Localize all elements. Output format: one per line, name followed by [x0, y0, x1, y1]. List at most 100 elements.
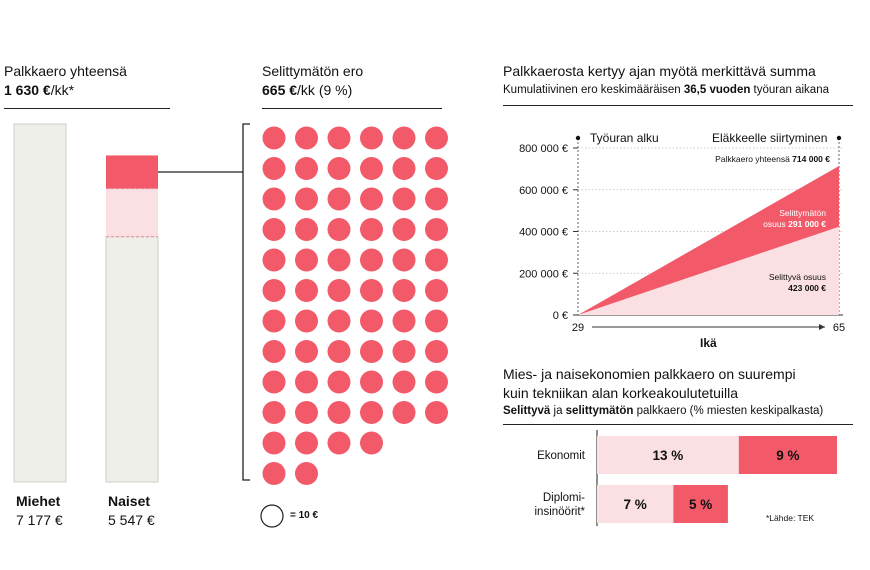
gap-dot	[262, 279, 286, 302]
unexplained-gap-amount-unit: /kk (9 %)	[297, 82, 353, 98]
gap-dot	[360, 126, 383, 150]
bar-value-label: 9 %	[776, 448, 799, 463]
gap-dot	[392, 126, 416, 150]
x-tick-label: 29	[572, 322, 584, 334]
y-tick-label: 600 000 €	[519, 185, 568, 197]
gap-dot	[392, 279, 416, 302]
gap-dot	[392, 187, 416, 211]
gap-dot	[262, 401, 286, 424]
gap-dot	[295, 340, 318, 363]
gap-dot	[295, 218, 318, 241]
explained-bar	[597, 436, 739, 474]
bar-label-miehet: Miehet	[16, 493, 61, 509]
y-tick-label: 0 €	[553, 310, 568, 322]
cumulative-area-chart: 0 € 200 000 € 400 000 € 600 000 € 800 000 € 2…	[519, 135, 845, 334]
gap-dot	[262, 462, 286, 485]
unexplained-gap-divider	[262, 108, 442, 109]
gap-dot	[392, 157, 416, 180]
gap-dot	[295, 370, 318, 394]
unexplained-gap-amount-value: 665 €	[262, 82, 298, 98]
category-label: Ekonomit	[537, 450, 586, 462]
total-annotation-label: Palkkaero yhteensä	[715, 154, 793, 164]
gap-dot	[327, 126, 351, 150]
gap-dot	[327, 309, 351, 333]
gap-dot	[327, 370, 351, 394]
gap-dot	[425, 218, 448, 241]
gap-dot	[425, 126, 448, 150]
x-axis-arrowhead	[819, 324, 825, 330]
gap-dot	[295, 462, 318, 485]
dots-bracket	[242, 123, 250, 481]
gap-dot	[360, 431, 383, 455]
comparison-divider	[503, 424, 853, 425]
gap-dot	[392, 309, 416, 333]
gap-dot	[327, 401, 351, 424]
comparison-title-line2: kuin tekniikan alan korkeakoulutetuilla	[503, 385, 739, 401]
cumulative-subtitle-years: 36,5 vuoden	[683, 84, 751, 96]
gap-dot	[327, 431, 351, 455]
comparison-subtitle-unexplained: selittymätön	[565, 405, 634, 417]
gap-dot	[262, 370, 286, 394]
unexplained-bar	[738, 436, 837, 474]
gap-dot	[262, 340, 286, 363]
gap-dot	[360, 187, 383, 211]
cumulative-subtitle: Kumulatiivinen ero keskimääräisen 36,5 v…	[503, 84, 829, 96]
retirement-label: Eläkkeelle siirtyminen	[712, 131, 828, 145]
unexplained-gap-amount: 665 €/kk (9 %)	[262, 81, 352, 99]
y-tick-label: 400 000 €	[519, 227, 568, 239]
bar-value-label: 7 %	[624, 497, 647, 512]
gap-dot	[360, 218, 383, 241]
unexplained-annotation: Selittymätön osuus 291 000 €	[726, 208, 826, 230]
gap-dot	[295, 401, 318, 424]
bar-value-label: 13 %	[653, 448, 684, 463]
dot-legend-circle	[260, 504, 284, 528]
bar-value-naiset: 5 547 €	[108, 512, 155, 528]
women-unexplained-gap-segment	[106, 155, 158, 189]
gap-dot	[360, 157, 383, 180]
gap-dot	[262, 309, 286, 333]
gap-dot	[327, 279, 351, 302]
total-gap-amount-unit: /kk*	[50, 82, 75, 98]
gap-dot	[327, 218, 351, 241]
source-note: *Lähde: TEK	[766, 513, 815, 523]
unexplained-annotation-value: 291 000 €	[788, 219, 826, 229]
gap-dot	[425, 187, 448, 211]
gap-dot	[262, 431, 286, 455]
total-annotation: Palkkaero yhteensä 714 000 €	[650, 154, 830, 164]
comparison-subtitle-post: palkkaero (% miesten keskipalkasta)	[633, 405, 824, 417]
bar-label-naiset: Naiset	[108, 493, 151, 509]
unexplained-annotation-label2: osuus	[763, 219, 789, 229]
gap-dot	[295, 279, 318, 302]
gap-dot	[262, 187, 286, 211]
gap-dot	[360, 340, 383, 363]
explained-annotation-value: 423 000 €	[788, 283, 826, 293]
gap-dot	[360, 309, 383, 333]
unexplained-bar	[673, 485, 728, 523]
gap-dot	[262, 157, 286, 180]
gap-dot	[392, 370, 416, 394]
career-marker-dot	[575, 135, 581, 141]
gap-dot	[327, 340, 351, 363]
gap-dot	[425, 370, 448, 394]
comparison-subtitle: Selittyvä ja selittymätön palkkaero (% m…	[503, 405, 823, 417]
cumulative-divider	[503, 105, 853, 106]
dot-legend-label: = 10 €	[290, 510, 319, 521]
gap-dot	[425, 401, 448, 424]
explained-bar	[597, 485, 674, 523]
gap-dot	[425, 309, 448, 333]
gap-dot	[392, 218, 416, 241]
comparison-subtitle-explained: Selittyvä	[503, 405, 551, 417]
gap-dot	[360, 401, 383, 424]
gap-dot	[295, 309, 318, 333]
gap-dot	[360, 370, 383, 394]
gap-dot	[327, 157, 351, 180]
gap-dot	[327, 187, 351, 211]
total-gap-bars-chart	[13, 123, 250, 483]
gap-dot	[392, 248, 416, 272]
total-gap-amount: 1 630 €/kk*	[4, 81, 74, 99]
comparison-title-line1: Mies- ja naisekonomien palkkaero on suur…	[503, 366, 796, 382]
bar-value-miehet: 7 177 €	[16, 512, 63, 528]
cumulative-subtitle-post: työuran aikana	[750, 84, 829, 96]
gap-dot	[360, 279, 383, 302]
dot-matrix	[262, 126, 448, 485]
